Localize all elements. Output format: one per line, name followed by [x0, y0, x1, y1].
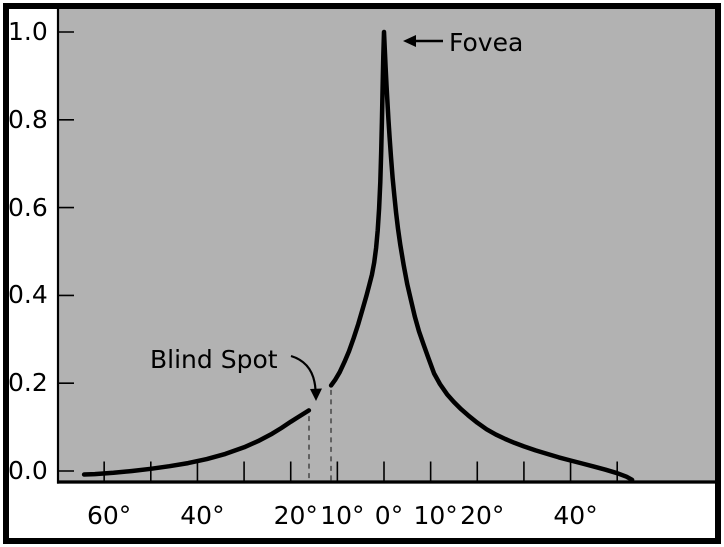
x-tick-label: 40°	[180, 501, 225, 530]
blind-spot-arrow-head	[310, 388, 322, 401]
x-tick-label: 40°	[553, 501, 598, 530]
x-tick-label: 0°	[374, 501, 404, 530]
y-tick-label: 0.0	[8, 456, 48, 485]
acuity-main-curve	[328, 29, 635, 483]
x-tick-label: 10°	[413, 501, 458, 530]
y-tick-label: 0.6	[8, 192, 48, 222]
y-tick-label: 0.2	[8, 368, 48, 398]
blind-spot-annotation-label: Blind Spot	[150, 345, 278, 374]
y-tick-label: 1.0	[8, 17, 48, 46]
x-tick-label: 60°	[87, 501, 132, 530]
x-tick-label: 20°	[460, 501, 505, 530]
blind-spot-arrow-shaft	[290, 354, 317, 391]
y-tick-label: 0.4	[8, 280, 48, 310]
y-tick-label: 0.8	[8, 104, 48, 134]
x-tick-label: 20°	[273, 501, 318, 530]
x-tick-label: 10°	[320, 501, 365, 530]
fovea-annotation-label: Fovea	[449, 28, 524, 57]
acuity-left-of-blind-spot-curve	[81, 408, 312, 477]
fovea-arrow-head	[403, 35, 416, 47]
